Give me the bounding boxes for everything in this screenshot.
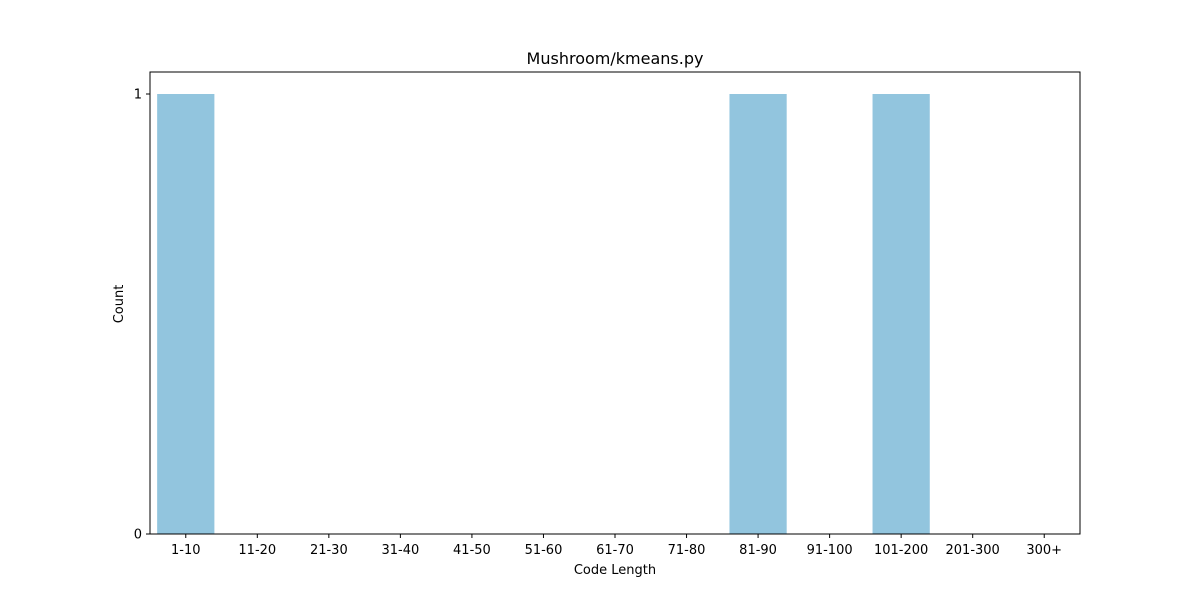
plot-area: 1-10 11-20 21-30 31-40 41-50 51-60 61-70 71-80 8… <box>134 71 1081 558</box>
y-tick-label-0: 0 <box>134 528 142 543</box>
x-tick-label-61-70: 61-70 <box>596 543 634 558</box>
x-tick-label-201-300: 201-300 <box>946 543 1000 558</box>
y-axis-label: Count <box>112 285 127 324</box>
bar-101-200 <box>872 94 930 534</box>
x-tick-label-300+: 300+ <box>1026 543 1062 558</box>
x-tick-label-81-90: 81-90 <box>739 543 777 558</box>
x-tick-label-21-30: 21-30 <box>310 543 348 558</box>
x-tick-label-101-200: 101-200 <box>874 543 928 558</box>
x-axis-label: Code Length <box>574 563 656 578</box>
chart-title: Mushroom/kmeans.py <box>527 49 704 68</box>
x-tick-label-11-20: 11-20 <box>238 543 276 558</box>
bar-1-10 <box>157 94 215 534</box>
x-tick-label-51-60: 51-60 <box>525 543 563 558</box>
x-tick-label-31-40: 31-40 <box>381 543 419 558</box>
y-tick-label-1: 1 <box>134 88 142 103</box>
x-tick-label-91-100: 91-100 <box>807 543 853 558</box>
x-tick-label-1-10: 1-10 <box>171 543 201 558</box>
x-tick-label-41-50: 41-50 <box>453 543 491 558</box>
x-tick-label-71-80: 71-80 <box>668 543 706 558</box>
axes-frame <box>149 71 1081 535</box>
bar-81-90 <box>729 94 787 534</box>
